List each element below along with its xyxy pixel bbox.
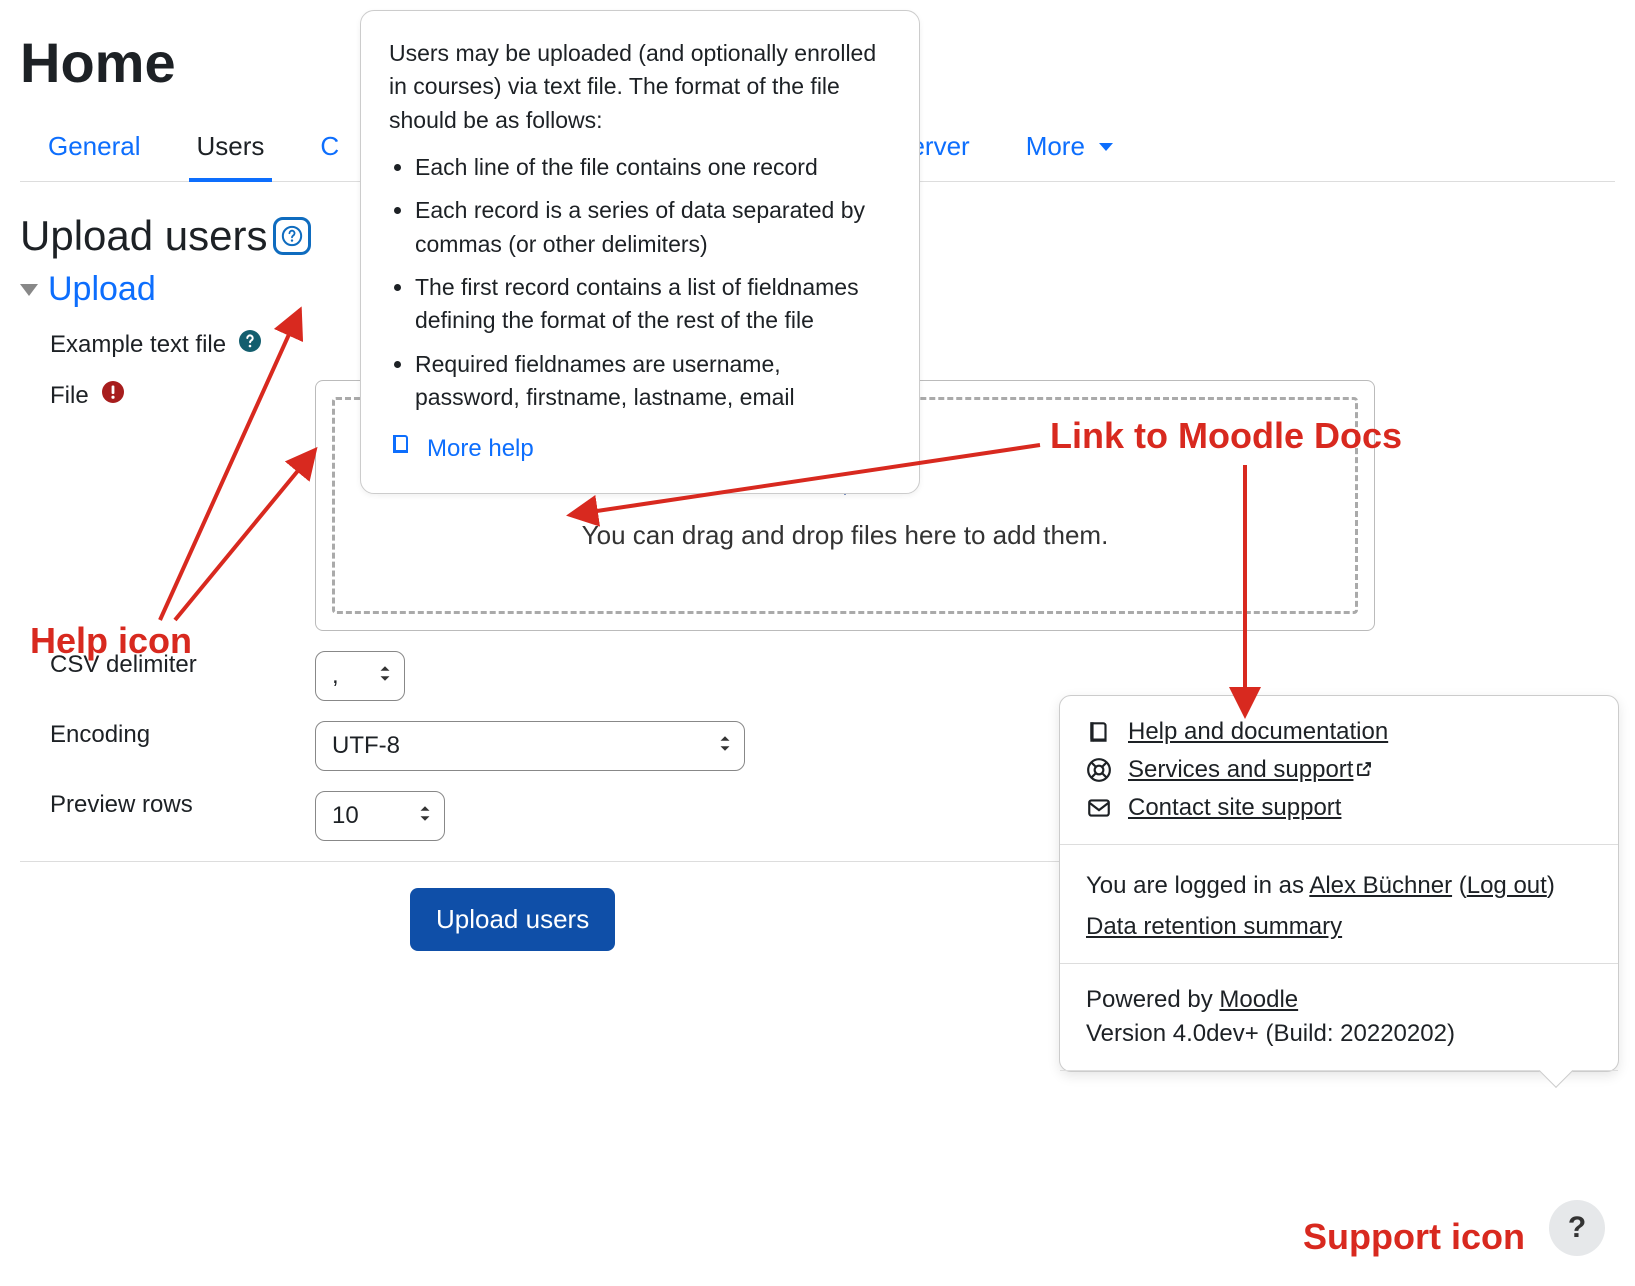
tab-general[interactable]: General (40, 115, 149, 182)
support-popup: Help and documentation Services and supp… (1059, 695, 1619, 1072)
annotation-link-docs: Link to Moodle Docs (1050, 415, 1402, 457)
contact-support-link[interactable]: Contact site support (1128, 794, 1341, 822)
support-links-section: Help and documentation Services and supp… (1060, 696, 1618, 845)
powered-by-link[interactable]: Moodle (1219, 986, 1298, 1013)
lifebuoy-icon (1086, 757, 1112, 783)
chevron-down-icon (1098, 131, 1114, 161)
help-icon[interactable] (238, 329, 262, 360)
tab-more[interactable]: More (1018, 115, 1122, 182)
log-out-link[interactable]: Log out (1467, 872, 1547, 899)
support-version-section: Powered by Moodle Version 4.0dev+ (Build… (1060, 964, 1618, 1071)
label-encoding: Encoding (50, 721, 150, 749)
csv-delimiter-select[interactable]: , (315, 651, 405, 701)
section-heading-text: Upload users (20, 212, 267, 260)
version-text: Version 4.0dev+ (Build: 20220202) (1086, 1020, 1592, 1048)
help-popup-item: Each record is a series of data separate… (415, 194, 891, 261)
annotation-help-icon: Help icon (30, 620, 192, 662)
collapse-label: Upload (48, 270, 156, 309)
tab-partial-c[interactable]: C (312, 115, 347, 182)
book-icon (389, 432, 413, 467)
envelope-icon (1086, 795, 1112, 821)
annotation-support-icon: Support icon (1303, 1216, 1525, 1258)
more-help-label: More help (427, 432, 534, 467)
more-help-link[interactable]: More help (389, 432, 891, 467)
row-csv-delimiter: CSV delimiter , (50, 651, 1615, 701)
logged-in-prefix: You are logged in as (1086, 872, 1309, 899)
data-retention-link[interactable]: Data retention summary (1086, 913, 1342, 940)
services-support-link[interactable]: Services and support (1128, 756, 1373, 784)
required-icon (101, 380, 125, 411)
dropzone-text: You can drag and drop files here to add … (345, 520, 1345, 551)
label-example-text-file: Example text file (50, 331, 226, 359)
help-popup-item: The first record contains a list of fiel… (415, 271, 891, 338)
support-icon[interactable]: ? (1549, 1200, 1605, 1256)
page-root: Home General Users C nce Server More Upl… (0, 0, 1635, 1286)
label-preview-rows: Preview rows (50, 791, 193, 819)
help-popup-intro: Users may be uploaded (and optionally en… (389, 37, 891, 137)
tab-more-label: More (1026, 131, 1085, 161)
external-link-icon (1355, 760, 1373, 778)
chevron-down-icon (20, 284, 38, 296)
help-popup-item: Required fieldnames are username, passwo… (415, 348, 891, 415)
preview-rows-select[interactable]: 10 (315, 791, 445, 841)
encoding-select[interactable]: UTF-8 (315, 721, 745, 771)
book-icon (1086, 719, 1112, 745)
upload-users-button[interactable]: Upload users (410, 888, 615, 951)
help-icon[interactable] (273, 217, 311, 255)
help-popup-list: Each line of the file contains one recor… (389, 151, 891, 414)
powered-by-prefix: Powered by (1086, 986, 1219, 1013)
tab-users[interactable]: Users (189, 115, 273, 182)
support-user-section: You are logged in as Alex Büchner (Log o… (1060, 845, 1618, 964)
help-popup-item: Each line of the file contains one recor… (415, 151, 891, 184)
logged-in-user-link[interactable]: Alex Büchner (1309, 872, 1452, 899)
label-file: File (50, 382, 89, 410)
help-popup: Users may be uploaded (and optionally en… (360, 10, 920, 494)
help-documentation-link[interactable]: Help and documentation (1128, 718, 1388, 746)
